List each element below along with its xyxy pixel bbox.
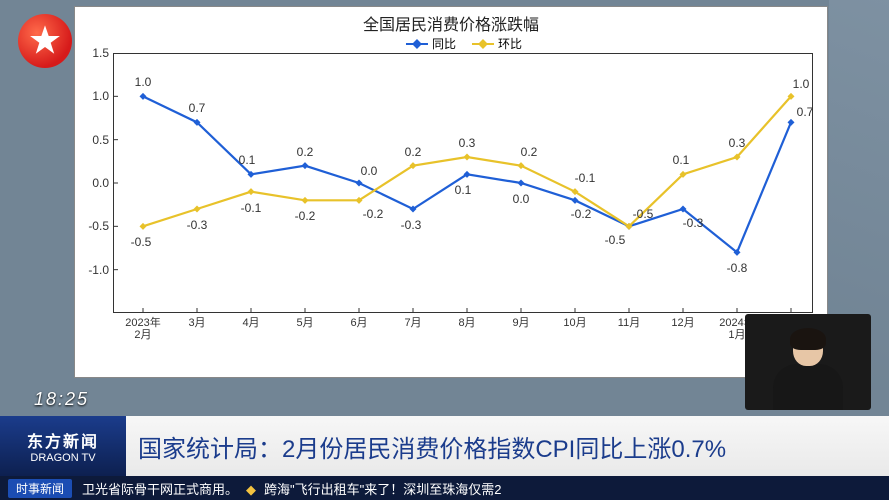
- channel-name: 东方新闻: [27, 428, 99, 452]
- data-point-label: -0.3: [401, 218, 422, 232]
- data-point-label: 0.1: [455, 183, 472, 197]
- data-point-label: 0.1: [239, 153, 256, 167]
- y-axis-tick: 1.5: [79, 46, 109, 60]
- broadcast-clock: 18:25: [34, 389, 89, 410]
- x-axis-tick: 2023年 2月: [125, 317, 160, 341]
- data-point-label: -0.5: [633, 207, 654, 221]
- headline-banner: 东方新闻 DRAGON TV 国家统计局：2月份居民消费价格指数CPI同比上涨0…: [0, 416, 889, 476]
- channel-sub: DRAGON TV: [30, 452, 95, 464]
- data-point-label: 1.0: [793, 77, 810, 91]
- x-axis-tick: 12月: [671, 317, 694, 329]
- x-axis-tick: 7月: [404, 317, 421, 329]
- data-point-label: -0.2: [295, 209, 316, 223]
- data-point-label: 0.0: [361, 164, 378, 178]
- chart-title: 全国居民消费价格涨跌幅: [75, 7, 827, 37]
- data-point-label: 0.2: [405, 145, 422, 159]
- broadcast-frame: 全国居民消费价格涨跌幅 同比环比 -1.0 -0.5 0.0 0.5 1.0 1.5 202…: [0, 0, 889, 500]
- data-point-label: 0.7: [797, 105, 814, 119]
- channel-logo: [18, 14, 72, 68]
- data-point-label: 0.3: [459, 136, 476, 150]
- data-point-label: -0.1: [575, 171, 596, 185]
- data-point-label: 0.3: [729, 136, 746, 150]
- y-axis-tick: -0.5: [79, 219, 109, 233]
- x-axis-tick: 9月: [512, 317, 529, 329]
- data-point-label: 0.1: [673, 153, 690, 167]
- data-point-label: -0.8: [727, 261, 748, 275]
- data-point-label: 0.0: [513, 192, 530, 206]
- x-axis-tick: 10月: [563, 317, 586, 329]
- y-axis-tick: 0.5: [79, 133, 109, 147]
- data-point-label: 0.2: [297, 145, 314, 159]
- data-point-label: -0.2: [363, 207, 384, 221]
- x-axis-tick: 4月: [242, 317, 259, 329]
- data-point-label: -0.1: [241, 201, 262, 215]
- legend-item: 同比: [406, 35, 456, 52]
- data-point-label: -0.5: [605, 233, 626, 247]
- x-axis-tick: 5月: [296, 317, 313, 329]
- data-point-label: -0.5: [131, 235, 152, 249]
- x-axis-tick: 8月: [458, 317, 475, 329]
- x-axis-tick: 3月: [188, 317, 205, 329]
- x-axis-tick: 11月: [618, 317, 640, 329]
- ticker-label: 时事新闻: [8, 479, 72, 498]
- headline-text: 国家统计局：2月份居民消费价格指数CPI同比上涨0.7%: [126, 429, 889, 464]
- chart-plot-area: 同比环比 -1.0-0.50.00.51.01.52023年 2月3月4月5月6…: [113, 37, 815, 357]
- ticker-items: 卫光省际骨干网正式商用。◆跨海"飞行出租车"来了！深圳至珠海仅需2: [82, 479, 501, 498]
- data-point-label: -0.2: [571, 207, 592, 221]
- news-ticker: 时事新闻 卫光省际骨干网正式商用。◆跨海"飞行出租车"来了！深圳至珠海仅需2: [0, 476, 889, 500]
- sign-language-pip: [745, 314, 871, 410]
- data-point-label: 1.0: [135, 75, 152, 89]
- data-point-label: 0.2: [521, 145, 538, 159]
- y-axis-tick: -1.0: [79, 263, 109, 277]
- legend-item: 环比: [472, 35, 522, 52]
- data-point-label: 0.7: [189, 101, 206, 115]
- chart-legend: 同比环比: [406, 35, 522, 52]
- sign-language-interpreter: [773, 326, 843, 410]
- channel-tag: 东方新闻 DRAGON TV: [0, 416, 126, 476]
- y-axis-tick: 0.0: [79, 176, 109, 190]
- data-point-label: -0.3: [683, 216, 704, 230]
- y-axis-tick: 1.0: [79, 89, 109, 103]
- chart-panel: 全国居民消费价格涨跌幅 同比环比 -1.0 -0.5 0.0 0.5 1.0 1.5 202…: [74, 6, 828, 378]
- x-axis-tick: 6月: [350, 317, 367, 329]
- data-point-label: -0.3: [187, 218, 208, 232]
